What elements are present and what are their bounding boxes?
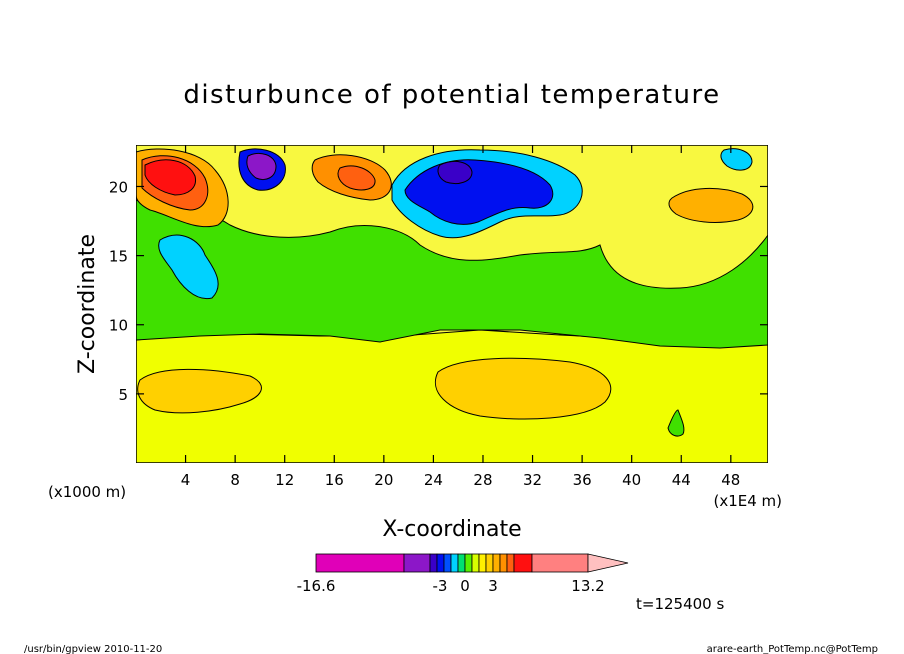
field-orange-mid-core — [337, 165, 376, 191]
colorbar-segment-7 — [464, 553, 473, 573]
colorbar-segment-10 — [485, 553, 494, 573]
colorbar-segment-12 — [499, 553, 508, 573]
field-green-band — [136, 199, 768, 349]
footer-left: /usr/bin/gpview 2010-11-20 — [24, 644, 162, 654]
x-tick-label-0: 4 — [181, 471, 191, 489]
x-tick-label-7: 32 — [523, 471, 542, 489]
colorbar-label-3: 3 — [488, 577, 498, 595]
y-tick-label-3: 20 — [109, 178, 128, 196]
field-cyan-left — [158, 234, 219, 300]
colorbar-segment-0 — [315, 553, 405, 573]
colorbar-segment-14 — [513, 553, 533, 573]
y-axis-unit: (x1000 m) — [48, 483, 126, 501]
field-lower-orange-left — [137, 368, 262, 414]
x-tick-label-8: 36 — [573, 471, 592, 489]
colorbar-label-0: -16.6 — [297, 577, 336, 595]
field-violet-core — [437, 161, 473, 185]
field-lower-orange-center — [434, 357, 612, 420]
y-tick-label-1: 10 — [109, 317, 128, 335]
colorbar-segment-6 — [457, 553, 466, 573]
colorbar-segment-9 — [478, 553, 487, 573]
field-warm-right — [668, 187, 754, 223]
colorbar-label-2: 0 — [460, 577, 470, 595]
y-tick-label-2: 15 — [109, 248, 128, 266]
field-cyan-upper-right — [720, 148, 753, 171]
x-tick-label-5: 24 — [424, 471, 443, 489]
colorbar-segment-15 — [531, 553, 589, 573]
colorbar-segment-4 — [443, 553, 452, 573]
y-tick-label-0: 5 — [118, 386, 128, 404]
x-axis-unit: (x1E4 m) — [713, 492, 782, 510]
y-axis-label: Z-coordinate — [75, 234, 100, 374]
colorbar-label-4: 13.2 — [571, 577, 604, 595]
x-tick-label-2: 12 — [275, 471, 294, 489]
colorbar-segment-2 — [429, 553, 438, 573]
colorbar-segment-1 — [403, 553, 431, 573]
x-tick-label-11: 48 — [721, 471, 740, 489]
colorbar-label-1: -3 — [433, 577, 448, 595]
colorbar-segment-11 — [492, 553, 501, 573]
field-purple-core — [246, 152, 277, 180]
x-tick-label-3: 16 — [325, 471, 344, 489]
field-green-spike — [667, 409, 685, 437]
x-tick-label-9: 40 — [622, 471, 641, 489]
x-tick-label-6: 28 — [473, 471, 492, 489]
colorbar-segment-5 — [450, 553, 459, 573]
field-red-topleft — [144, 159, 197, 196]
colorbar-arrow — [587, 553, 629, 573]
y-axis-ticks: 5 10 15 20 — [109, 178, 768, 404]
time-label: t=125400 s — [636, 595, 724, 613]
colorbar-segment-8 — [471, 553, 480, 573]
colorbar-segment-3 — [436, 553, 445, 573]
footer-right: arare-earth_PotTemp.nc@PotTemp — [707, 644, 878, 654]
colorbar: -16.6 -3 0 3 13.2 — [297, 553, 629, 595]
x-tick-label-1: 8 — [230, 471, 240, 489]
x-axis-ticks: 4 8 12 16 20 24 28 32 36 40 44 48 — [181, 145, 740, 489]
colorbar-segment-13 — [506, 553, 515, 573]
x-tick-label-10: 44 — [672, 471, 691, 489]
x-axis-label: X-coordinate — [382, 517, 521, 542]
chart-title: disturbunce of potential temperature — [183, 80, 720, 110]
x-tick-label-4: 20 — [374, 471, 393, 489]
